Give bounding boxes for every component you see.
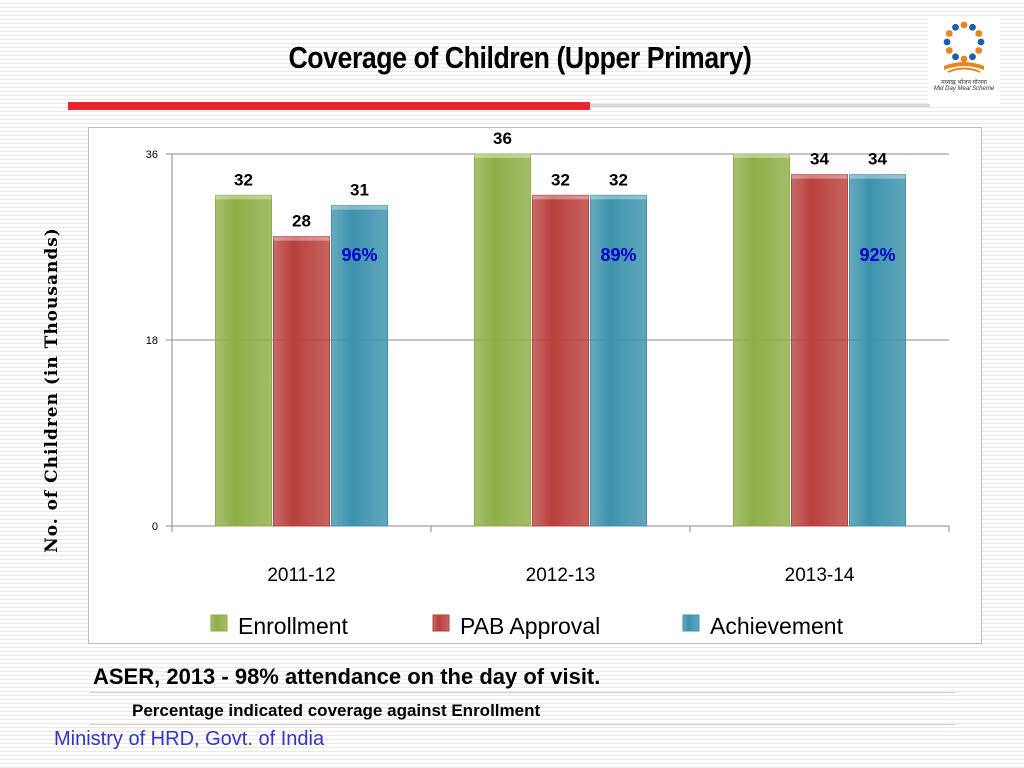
percent-label: 96%	[341, 245, 377, 265]
percent-label: 89%	[600, 245, 636, 265]
bar-highlight	[215, 195, 272, 200]
x-tick-label: 2013-14	[785, 565, 855, 586]
footer-note: ASER, 2013 - 98% attendance on the day o…	[93, 664, 601, 689]
data-label: 31	[350, 181, 369, 200]
bar-pab-approval	[273, 236, 330, 527]
footer-divider	[90, 692, 956, 693]
data-label: 32	[551, 170, 570, 189]
bar-pab-approval	[791, 174, 848, 527]
data-label: 32	[234, 170, 253, 189]
bar-enrollment	[474, 153, 531, 527]
bar-highlight	[791, 174, 848, 179]
bar-enrollment	[733, 153, 790, 527]
bar-achievement	[849, 174, 906, 527]
title-underline-red	[68, 102, 590, 110]
bar-highlight	[273, 236, 330, 241]
bar-highlight	[474, 154, 531, 158]
bar-enrollment	[215, 194, 272, 527]
legend-swatch	[432, 614, 450, 632]
percent-label: 92%	[859, 245, 895, 265]
logo-text-hindi: मध्याह्न भोजन योजना	[941, 80, 987, 86]
data-label: 32	[609, 170, 628, 189]
bar-pab-approval	[532, 194, 589, 527]
bar-highlight	[733, 154, 790, 158]
data-label: 34	[868, 150, 887, 169]
bar-chart: 0 18 36 32 28 31 96% 2011-12 36 32 32 89% 2012-13 34 3…	[146, 129, 950, 639]
x-tick-label: 2012-13	[526, 565, 596, 586]
data-label: 28	[292, 212, 311, 231]
legend-label: PAB Approval	[460, 613, 600, 639]
legend-swatch	[210, 614, 228, 632]
bar-highlight	[532, 195, 589, 200]
legend-label: Enrollment	[238, 613, 349, 639]
x-tick-label: 2011-12	[267, 565, 335, 586]
footer-source: Ministry of HRD, Govt. of India	[54, 728, 325, 750]
data-label: 36	[493, 129, 512, 148]
bar-achievement	[331, 205, 388, 527]
footer-subnote: Percentage indicated coverage against En…	[132, 701, 541, 720]
slide-title: Coverage of Children (Upper Primary)	[288, 40, 752, 75]
y-tick-label: 0	[152, 521, 158, 533]
bar-achievement	[590, 194, 647, 527]
bar-highlight	[849, 174, 906, 179]
y-tick-label: 36	[146, 149, 158, 161]
mid-day-meal-logo: मध्याह्न भोजन योजना Mid Day Meal Scheme	[928, 18, 1000, 104]
title-underline-grey	[590, 104, 930, 107]
bar-highlight	[331, 205, 388, 210]
y-tick-label: 18	[146, 335, 158, 347]
y-axis-label: No. of Children (in Thousands)	[42, 227, 62, 553]
legend-label: Achievement	[710, 613, 844, 639]
bar-highlight	[590, 195, 647, 200]
logo-emblem-icon	[943, 21, 985, 73]
logo-text: Mid Day Meal Scheme	[933, 86, 995, 92]
chart-frame: 0 18 36 32 28 31 96% 2011-12 36 32 32 89% 2012-13 34 3…	[88, 127, 982, 644]
footer-divider-2	[90, 724, 956, 725]
legend-swatch	[682, 614, 700, 632]
data-label: 34	[810, 150, 829, 169]
